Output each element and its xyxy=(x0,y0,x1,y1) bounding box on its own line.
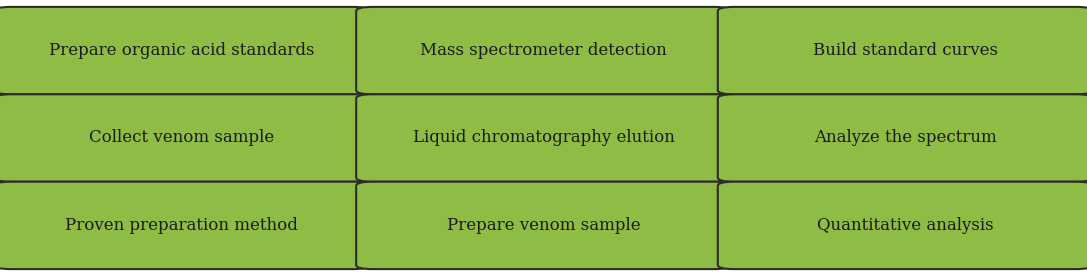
Bar xyxy=(353,136,373,140)
Bar xyxy=(176,177,187,186)
Bar xyxy=(714,136,734,140)
FancyBboxPatch shape xyxy=(0,94,370,182)
Bar xyxy=(176,90,187,99)
Text: Mass spectrometer detection: Mass spectrometer detection xyxy=(420,42,667,59)
FancyBboxPatch shape xyxy=(357,94,730,182)
Text: Prepare venom sample: Prepare venom sample xyxy=(447,217,640,234)
Text: Analyze the spectrum: Analyze the spectrum xyxy=(814,129,997,147)
FancyBboxPatch shape xyxy=(357,7,730,94)
FancyBboxPatch shape xyxy=(717,182,1087,269)
FancyBboxPatch shape xyxy=(357,182,730,269)
Bar xyxy=(353,223,373,228)
Text: Prepare organic acid standards: Prepare organic acid standards xyxy=(49,42,314,59)
FancyBboxPatch shape xyxy=(717,7,1087,94)
FancyBboxPatch shape xyxy=(0,182,370,269)
Bar xyxy=(538,177,549,186)
Text: Proven preparation method: Proven preparation method xyxy=(65,217,298,234)
FancyBboxPatch shape xyxy=(717,94,1087,182)
Bar xyxy=(900,90,911,99)
Text: Liquid chromatography elution: Liquid chromatography elution xyxy=(413,129,674,147)
Text: Quantitative analysis: Quantitative analysis xyxy=(816,217,994,234)
Bar xyxy=(714,223,734,228)
Bar xyxy=(900,177,911,186)
FancyBboxPatch shape xyxy=(0,7,370,94)
Bar xyxy=(538,90,549,99)
Text: Build standard curves: Build standard curves xyxy=(813,42,998,59)
Text: Collect venom sample: Collect venom sample xyxy=(89,129,275,147)
Bar xyxy=(714,48,734,53)
Bar xyxy=(353,48,373,53)
